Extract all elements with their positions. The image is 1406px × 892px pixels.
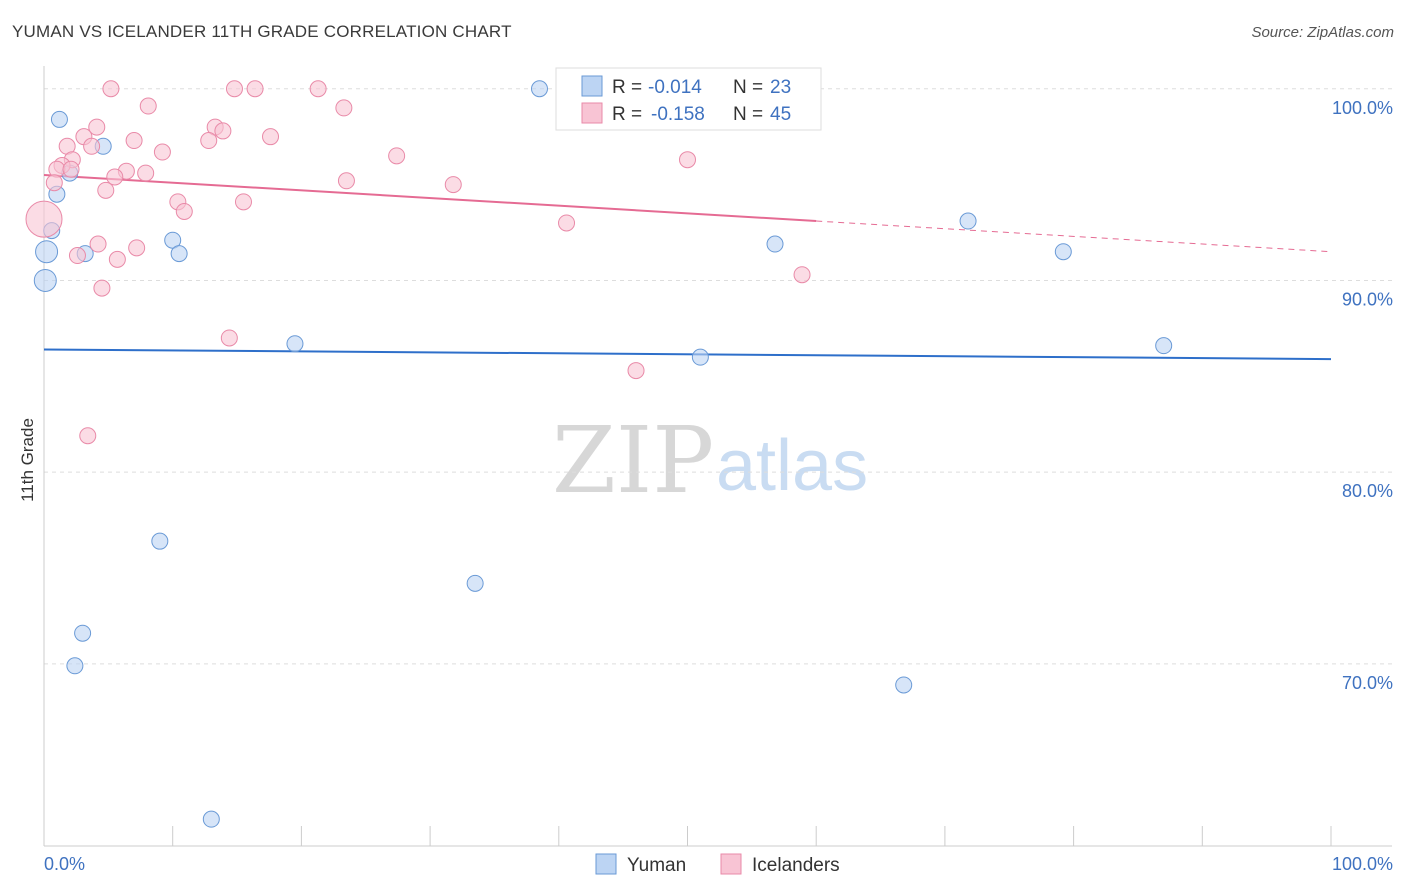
point-yuman — [151, 532, 169, 550]
point-icelanders — [62, 160, 80, 178]
series-legend-swatch-icelanders — [720, 853, 742, 875]
point-icelanders — [337, 172, 355, 190]
legend-swatch-icelanders — [581, 102, 603, 124]
point-icelanders — [262, 128, 280, 146]
y-tick-label: 80.0% — [1342, 481, 1393, 501]
tick-labels: 100.0% 90.0% 80.0% 70.0% 0.0% 100.0% — [44, 98, 1393, 874]
point-icelanders — [97, 181, 115, 199]
point-icelanders — [335, 99, 353, 117]
point-icelanders — [153, 143, 171, 161]
series-legend-label-icelanders: Icelanders — [752, 855, 840, 876]
source-credit: Source: ZipAtlas.com — [1251, 24, 1394, 41]
legend-r-value-icelanders: -0.158 — [651, 104, 705, 125]
point-icelanders — [234, 193, 252, 211]
point-icelanders — [83, 137, 101, 155]
point-yuman — [766, 235, 784, 253]
point-icelanders — [679, 151, 696, 169]
axes — [43, 66, 1392, 847]
legend-n-label-icelanders: N = — [733, 104, 763, 125]
point-icelanders — [175, 202, 193, 220]
point-icelanders — [25, 200, 63, 238]
point-yuman — [530, 80, 548, 98]
point-yuman — [50, 110, 68, 128]
legend-r-label-icelanders: R = — [612, 104, 642, 125]
point-icelanders — [214, 122, 232, 140]
point-icelanders — [79, 427, 97, 445]
point-yuman — [959, 212, 977, 230]
point-yuman — [170, 245, 188, 263]
point-icelanders — [558, 214, 576, 232]
point-icelanders — [793, 266, 811, 284]
data-points — [25, 80, 1173, 828]
y-tick-label: 90.0% — [1342, 289, 1393, 309]
trend-line-icelanders — [43, 174, 817, 223]
point-icelanders — [93, 279, 111, 297]
point-icelanders — [68, 247, 86, 265]
series-legend: Yuman Icelanders — [595, 853, 840, 876]
x-tick-label: 0.0% — [44, 854, 85, 874]
point-icelanders — [45, 174, 63, 192]
gridlines — [44, 88, 1392, 665]
point-yuman — [895, 676, 913, 694]
correlation-legend: R = -0.014 N = 23 R = -0.158 N = 45 — [555, 67, 822, 131]
point-icelanders — [89, 235, 107, 253]
legend-n-value-icelanders: 45 — [770, 104, 791, 125]
point-icelanders — [88, 118, 106, 136]
y-tick-label: 100.0% — [1332, 98, 1393, 118]
point-icelanders — [108, 250, 126, 268]
watermark-atlas: atlas — [716, 426, 868, 506]
trend-lines — [43, 174, 1332, 361]
point-yuman — [66, 657, 84, 675]
series-legend-swatch-yuman — [595, 853, 617, 875]
point-icelanders — [139, 97, 157, 115]
point-yuman — [1155, 337, 1173, 355]
point-yuman — [35, 240, 59, 264]
point-yuman — [74, 624, 92, 642]
point-icelanders — [388, 147, 406, 165]
point-yuman — [33, 268, 57, 292]
point-yuman — [1054, 243, 1072, 261]
point-icelanders — [444, 176, 462, 194]
point-yuman — [286, 335, 304, 353]
point-yuman — [691, 348, 709, 366]
legend-r-value-yuman: -0.014 — [648, 77, 702, 98]
chart-title: YUMAN VS ICELANDER 11TH GRADE CORRELATIO… — [12, 22, 512, 41]
point-icelanders — [220, 329, 238, 347]
point-icelanders — [627, 362, 645, 380]
point-icelanders — [309, 80, 327, 98]
legend-n-value-yuman: 23 — [770, 77, 791, 98]
point-icelanders — [106, 168, 124, 186]
trend-extension-icelanders — [816, 220, 1332, 253]
legend-swatch-yuman — [581, 75, 603, 97]
legend-n-label-yuman: N = — [733, 77, 763, 98]
point-icelanders — [102, 80, 120, 98]
point-yuman — [466, 574, 484, 592]
point-icelanders — [137, 164, 155, 182]
y-tick-label: 70.0% — [1342, 673, 1393, 693]
point-icelanders — [246, 80, 264, 98]
point-icelanders — [125, 132, 143, 150]
point-icelanders — [128, 239, 146, 257]
series-legend-label-yuman: Yuman — [627, 855, 686, 876]
y-axis-label: 11th Grade — [18, 418, 37, 502]
point-icelanders — [225, 80, 243, 98]
trend-line-yuman — [43, 348, 1332, 361]
x-tick-label: 100.0% — [1332, 854, 1393, 874]
point-icelanders — [200, 132, 218, 150]
legend-r-label-yuman: R = — [612, 77, 642, 98]
watermark-zip: ZIP — [552, 407, 714, 514]
point-yuman — [202, 810, 220, 828]
